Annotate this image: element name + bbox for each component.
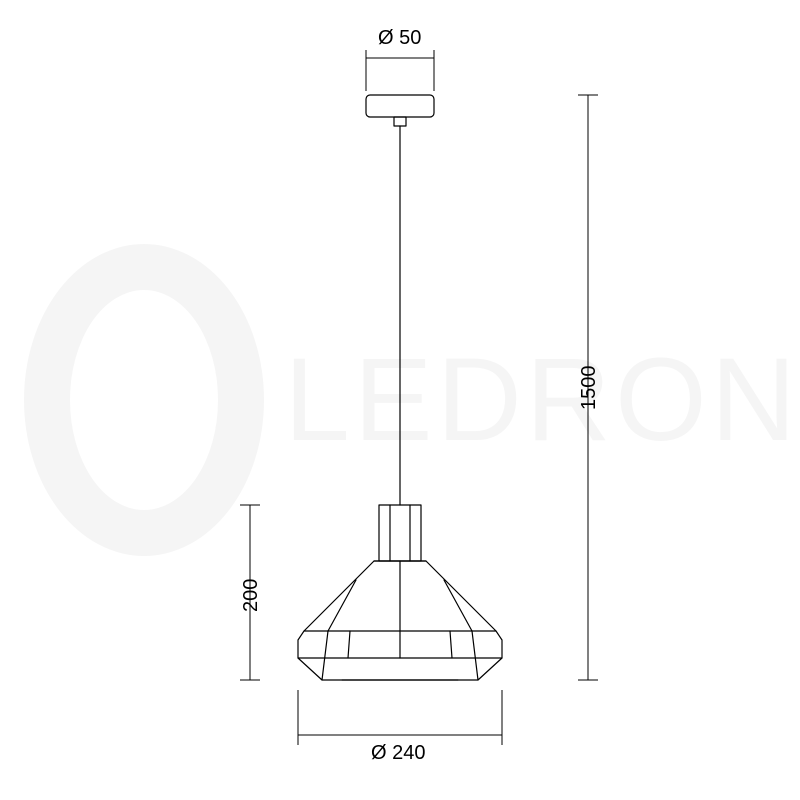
- label-canopy-diameter: Ø 50: [378, 27, 421, 50]
- technical-drawing: [0, 0, 800, 800]
- lamp-socket: [379, 505, 421, 561]
- canopy: [366, 95, 434, 117]
- dim-canopy-diameter: [366, 50, 434, 91]
- lamp-shade: [298, 561, 502, 680]
- dim-shade-diameter: [298, 690, 502, 745]
- cord-grip: [394, 117, 406, 126]
- label-shade-diameter: Ø 240: [371, 742, 425, 765]
- label-shade-height: 200: [240, 579, 263, 612]
- label-total-height: 1500: [578, 366, 601, 411]
